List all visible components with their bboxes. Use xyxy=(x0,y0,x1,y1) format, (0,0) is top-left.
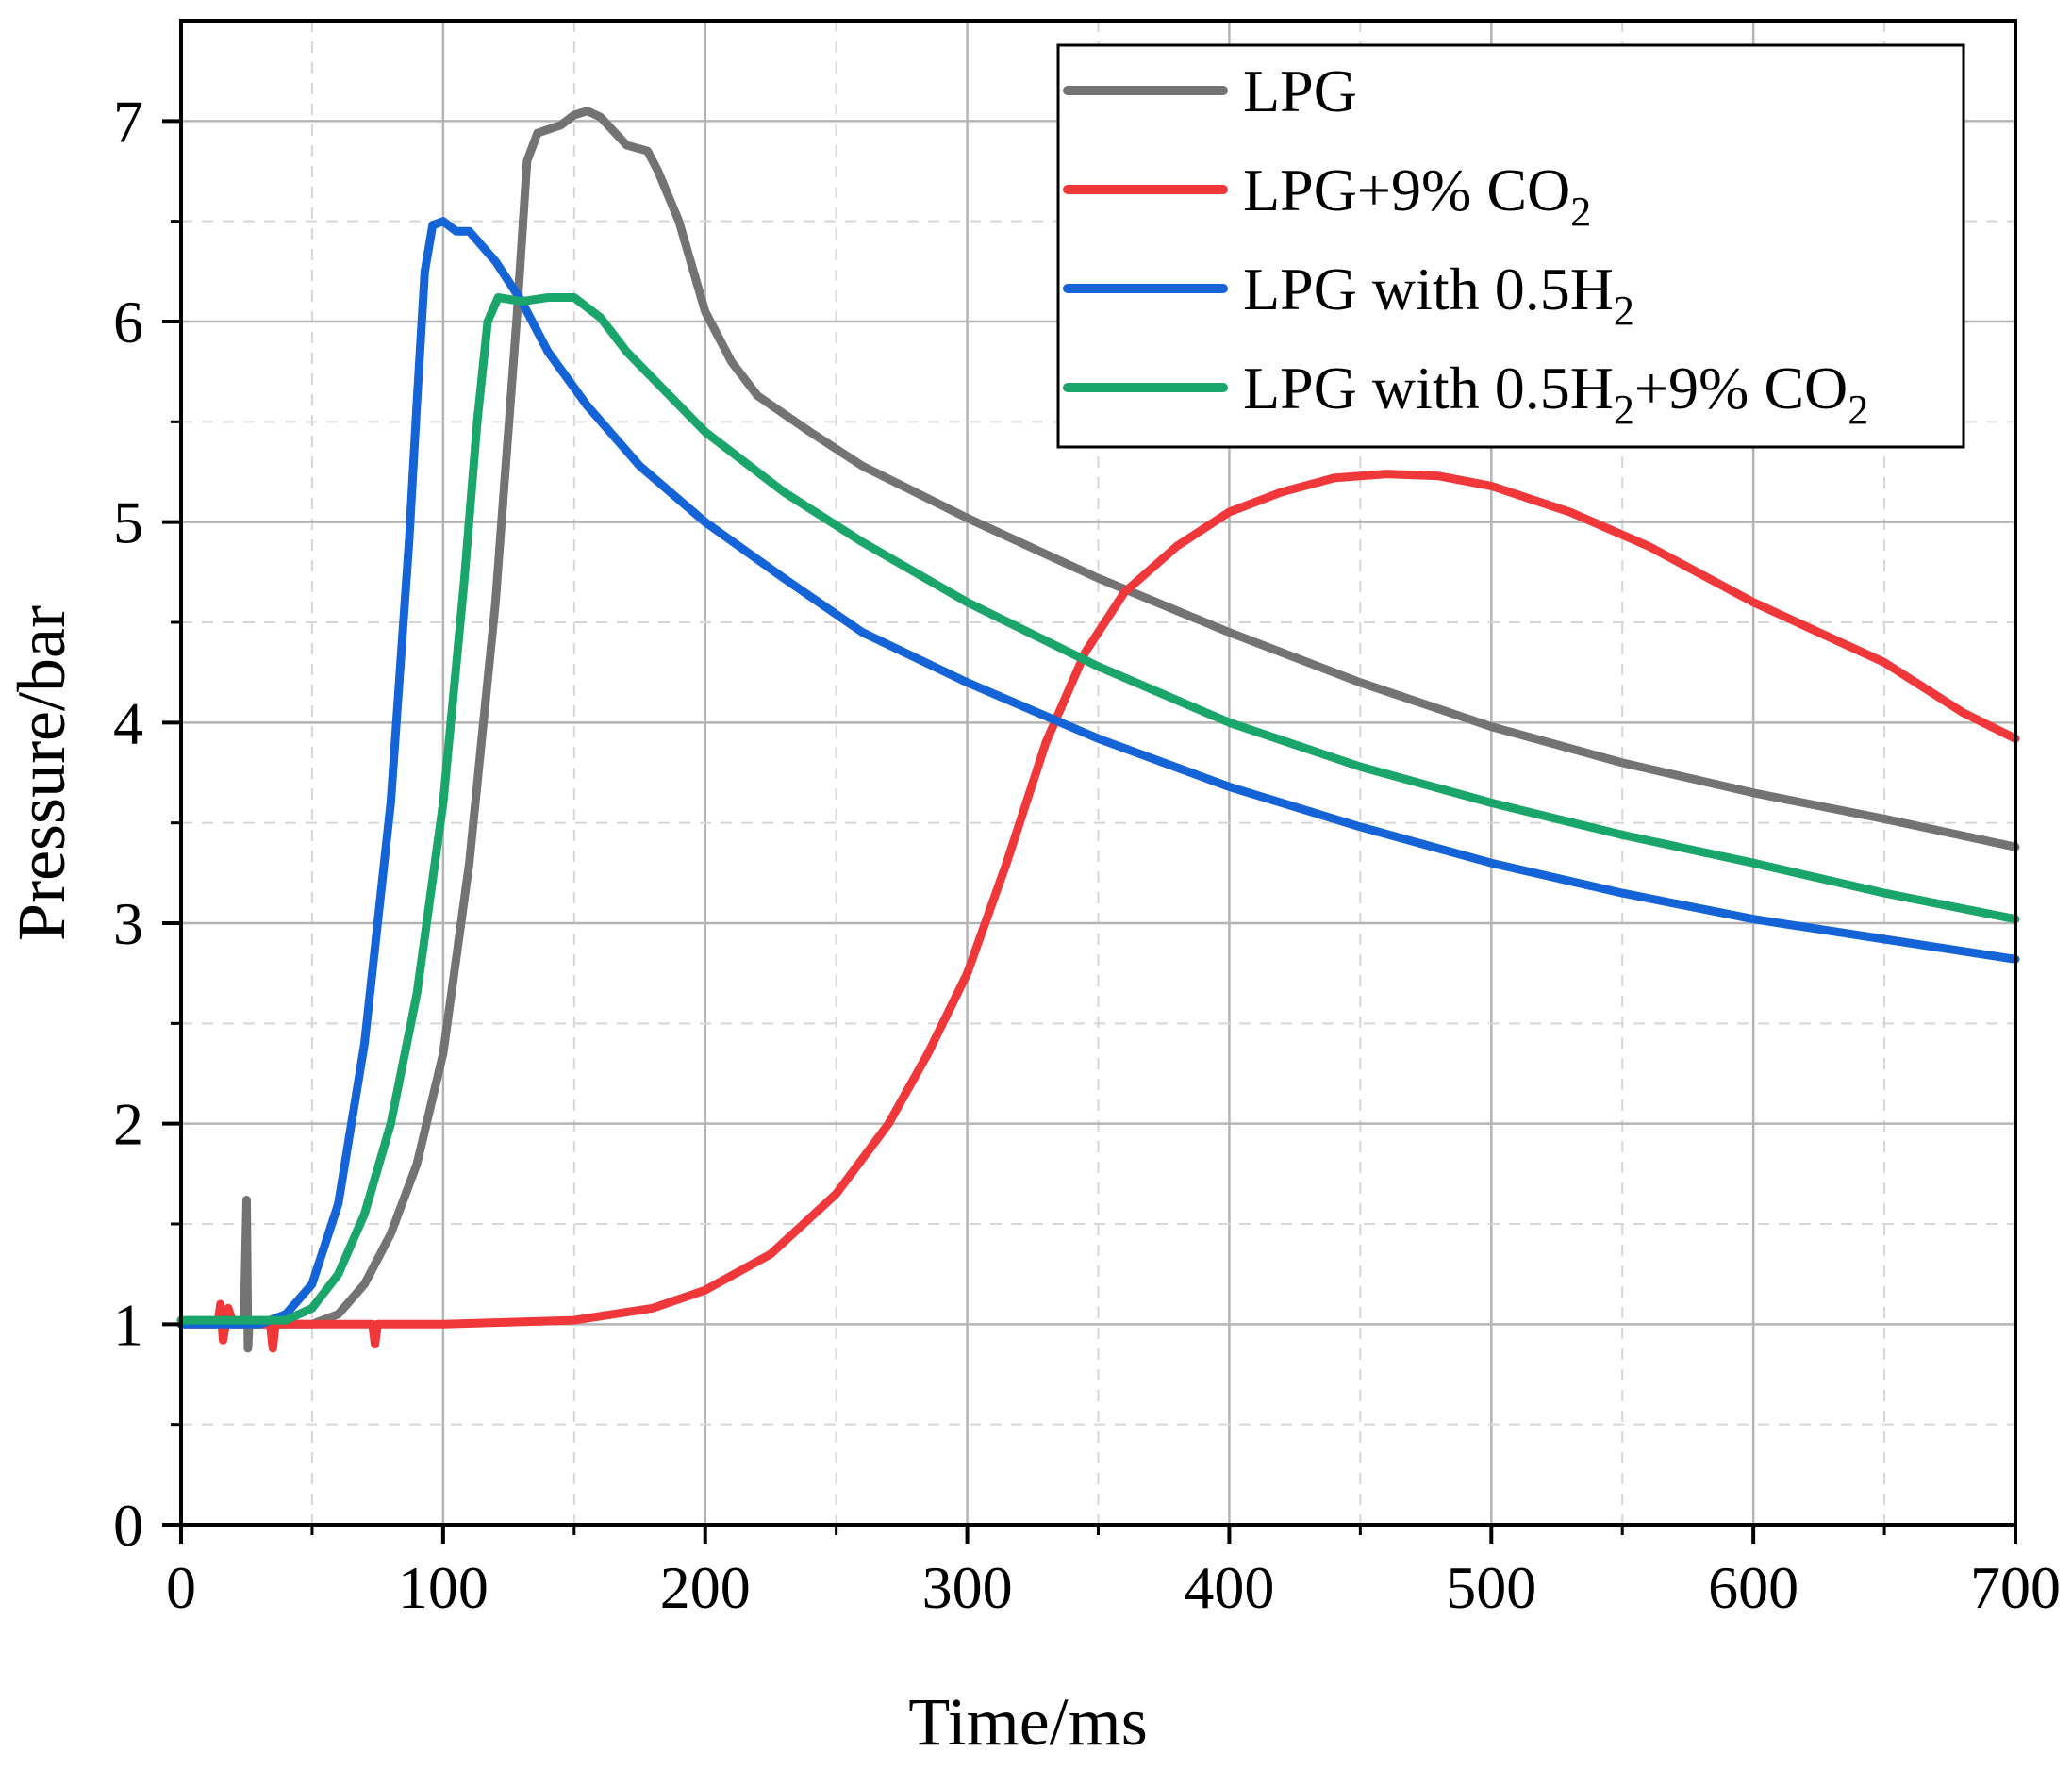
x-tick-label-4: 400 xyxy=(1184,1554,1274,1621)
y-axis-title: Pressure/bar xyxy=(4,605,79,941)
series-lines xyxy=(176,107,2020,1353)
series-line-1 xyxy=(176,470,2020,1353)
legend-label-2: LPG with 0.5H2 xyxy=(1243,256,1634,334)
y-tick-label-4: 4 xyxy=(113,689,143,756)
legend-items: LPG LPG+9% CO2 LPG with 0.5H2 LPG with 0.5H… xyxy=(1063,58,1868,433)
x-tick-label-1: 100 xyxy=(398,1554,489,1621)
legend-label-1: LPG+9% CO2 xyxy=(1243,157,1591,235)
series-line-3 xyxy=(176,293,2020,1325)
y-tick-label-5: 5 xyxy=(113,489,143,556)
y-tick-label-2: 2 xyxy=(113,1091,143,1158)
x-axis-title: Time/ms xyxy=(908,1684,1147,1760)
x-tick-label-6: 600 xyxy=(1708,1554,1798,1621)
y-tick-label-6: 6 xyxy=(113,289,143,355)
y-tick-label-3: 3 xyxy=(113,890,143,957)
x-tick-label-5: 500 xyxy=(1446,1554,1536,1621)
x-tick-label-2: 200 xyxy=(660,1554,751,1621)
axis-ticks xyxy=(162,119,2017,1544)
y-tick-label-0: 0 xyxy=(113,1492,143,1559)
x-tick-label-7: 700 xyxy=(1970,1554,2061,1621)
x-tick-label-3: 300 xyxy=(922,1554,1013,1621)
legend-box xyxy=(1056,43,1965,449)
x-tick-label-0: 0 xyxy=(166,1554,196,1621)
axis-tick-labels: 0 100 200 300 400 500 600 700 0 1 2 3 4 5 6 7 xyxy=(113,88,2061,1621)
y-tick-label-1: 1 xyxy=(113,1291,143,1358)
legend-label-3: LPG with 0.5H2+9% CO2 xyxy=(1243,355,1868,433)
y-tick-label-7: 7 xyxy=(113,88,143,155)
legend-label-0: LPG xyxy=(1243,58,1357,124)
legend: LPG LPG+9% CO2 LPG with 0.5H2 LPG with 0.5H… xyxy=(1056,43,1965,449)
